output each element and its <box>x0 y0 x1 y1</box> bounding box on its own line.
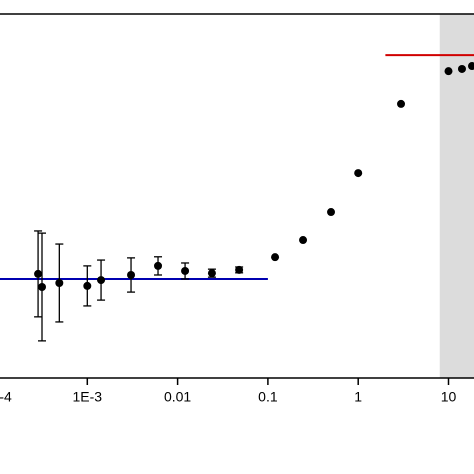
data-point <box>444 67 453 76</box>
x-tick-label: 0.1 <box>258 389 278 405</box>
data-point <box>299 236 308 245</box>
data-point <box>327 208 336 217</box>
data-point <box>181 266 190 275</box>
data-point <box>271 253 280 262</box>
data-point <box>154 261 163 270</box>
x-tick-label: 10 <box>441 389 457 405</box>
data-point <box>235 265 244 274</box>
data-point <box>34 269 43 278</box>
x-tick-label: 1E-4 <box>0 389 12 405</box>
data-point <box>457 64 466 73</box>
data-point <box>83 281 92 290</box>
data-point <box>127 270 136 279</box>
data-point <box>55 278 64 287</box>
shaded-band <box>439 14 474 378</box>
data-point <box>207 269 216 278</box>
data-point <box>354 169 363 178</box>
data-point <box>467 62 474 71</box>
x-tick-label: 1E-3 <box>73 389 103 405</box>
data-point <box>97 276 106 285</box>
data-point <box>397 99 406 108</box>
data-point <box>37 283 46 291</box>
x-tick-label: 0.01 <box>164 389 191 405</box>
x-tick-label: 1 <box>354 389 362 405</box>
